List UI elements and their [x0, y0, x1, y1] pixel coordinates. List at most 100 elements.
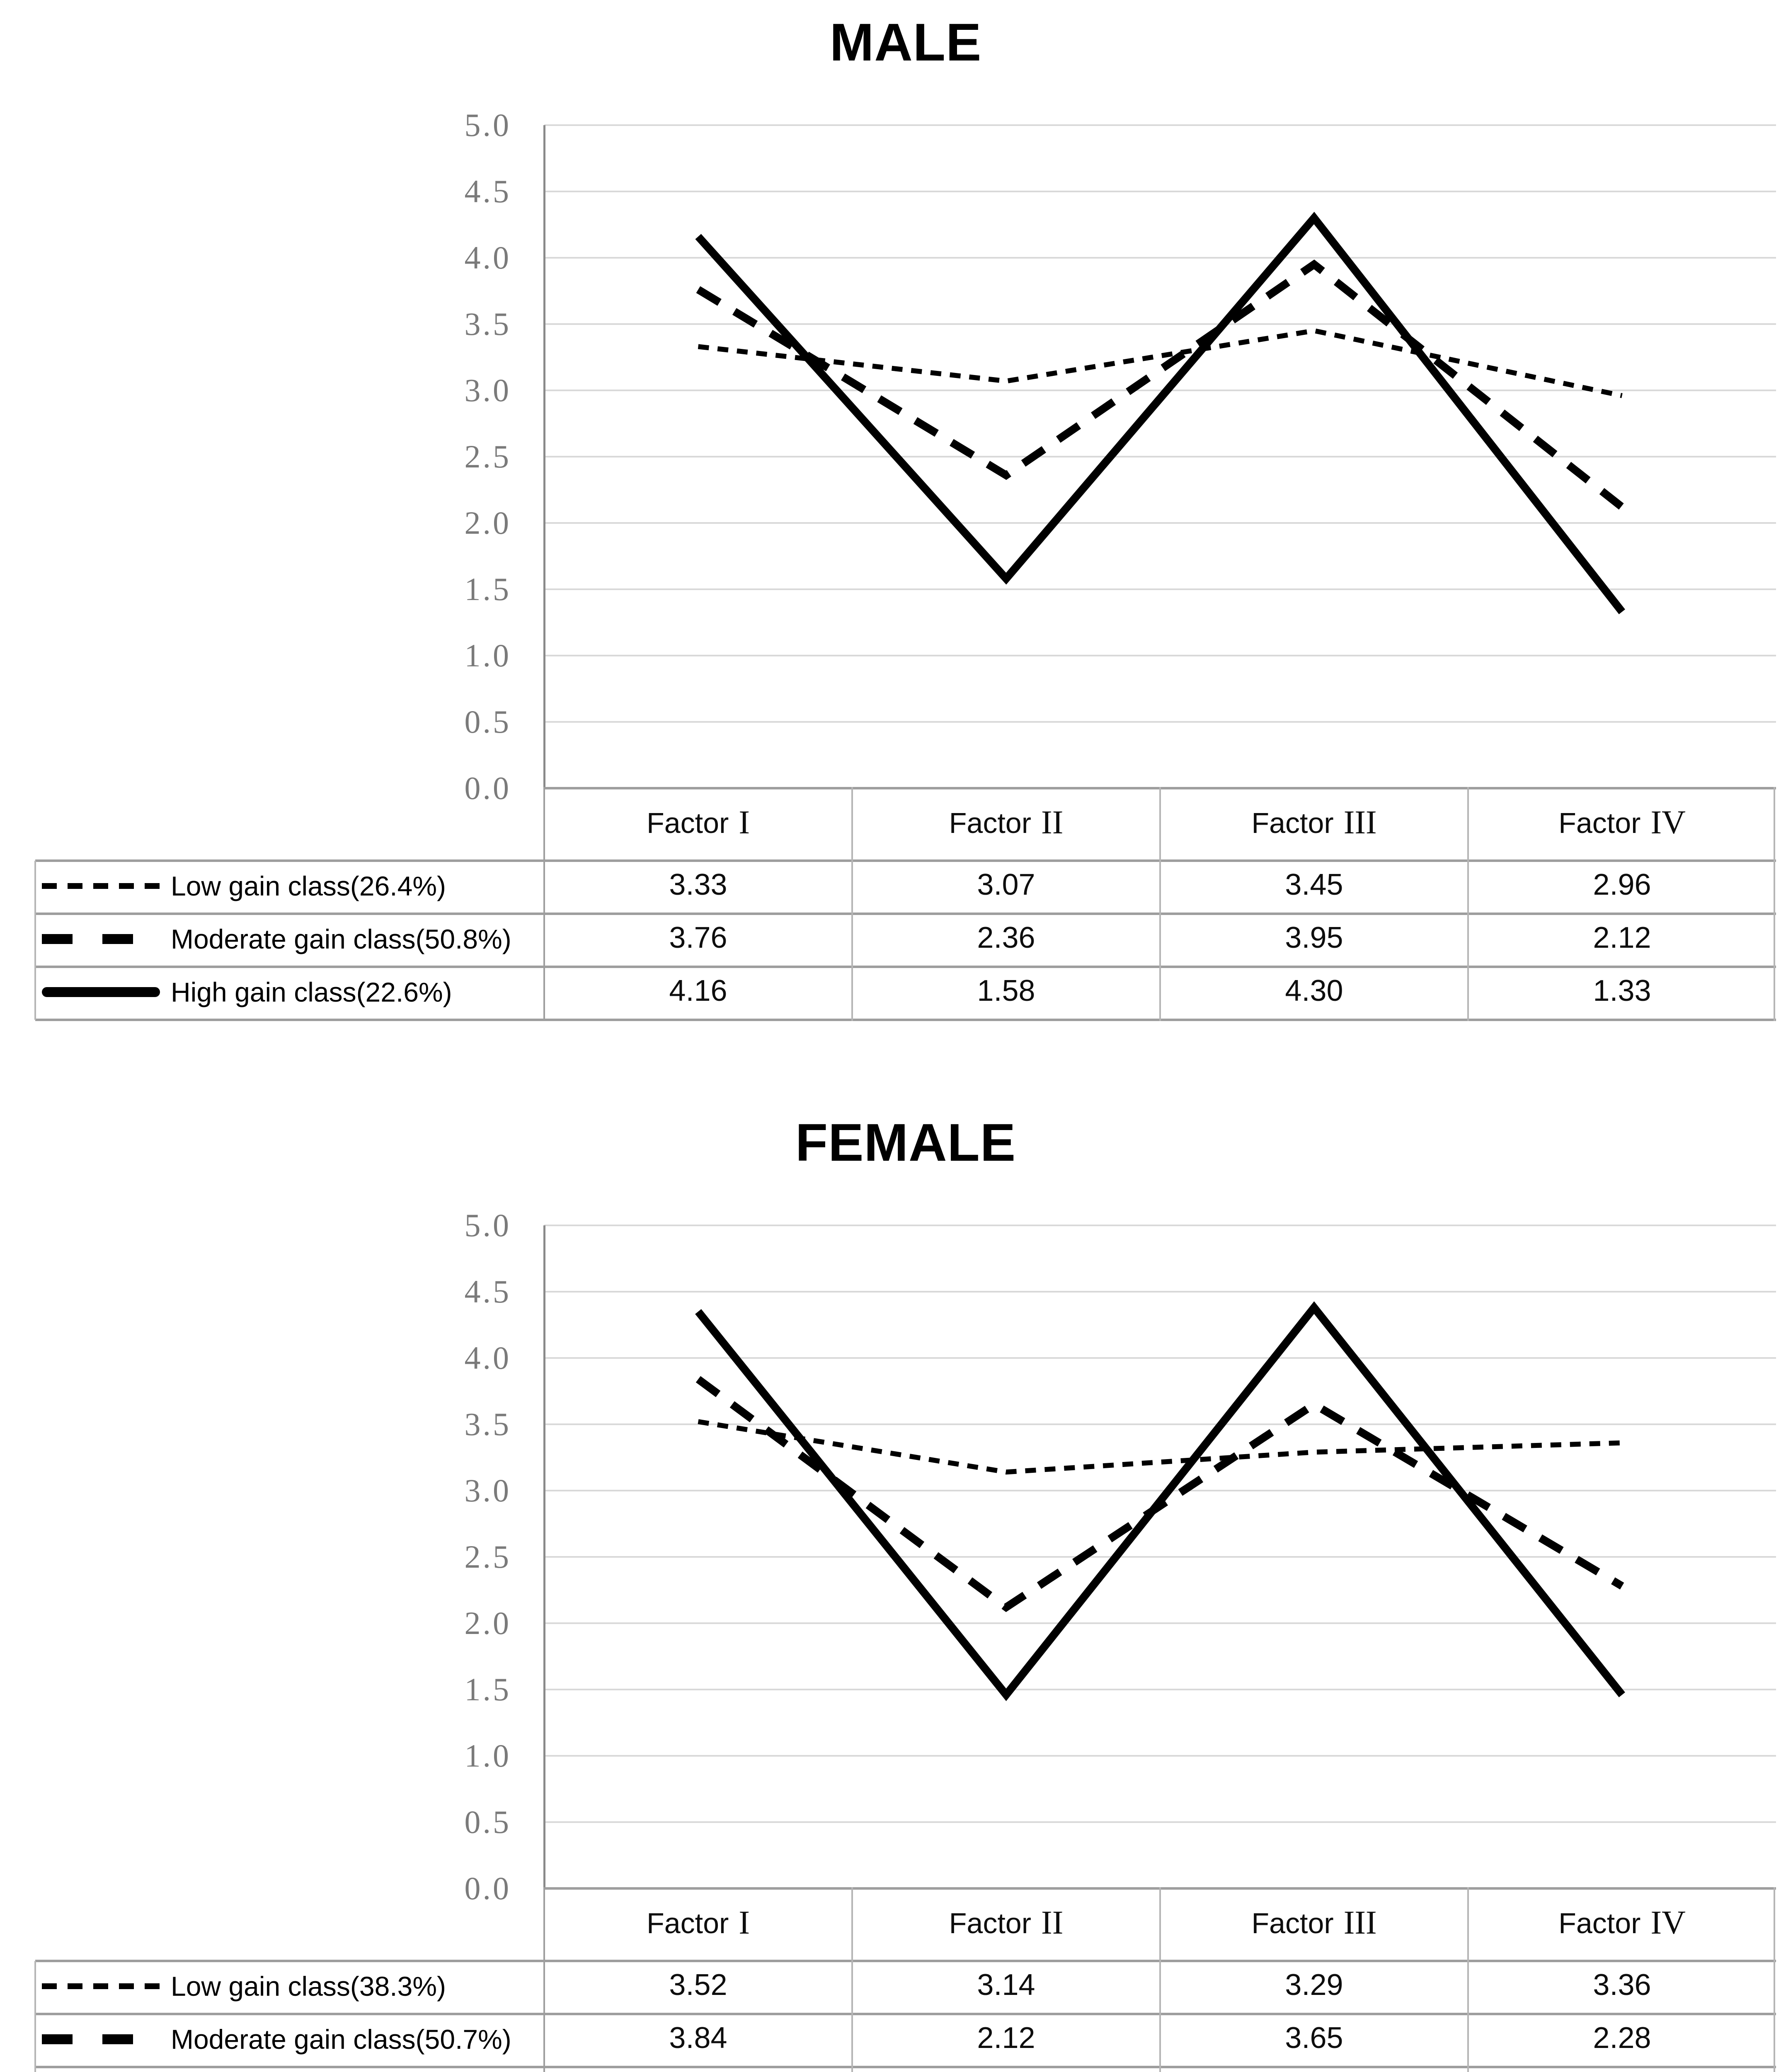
gridline: [544, 257, 1776, 259]
y-axis-label: 1.0: [464, 1738, 511, 1774]
y-axis-label: 2.5: [464, 1539, 511, 1575]
data-table-male: Factor I Factor II Factor III Factor IV Low …: [34, 787, 1776, 1021]
male-chart-section: MALE 5.0 4.5 4.0 3.5 3.0 2.5 2.0 1.5 1.0…: [0, 0, 1781, 1028]
table-rule: [1467, 787, 1469, 1021]
table-cell: 3.33: [669, 868, 727, 901]
y-axis-label: 3.0: [464, 372, 511, 408]
table-rule: [1159, 1887, 1161, 2072]
gridline: [544, 721, 1776, 723]
legend-row-low-gain: Low gain class(38.3%): [35, 1961, 544, 2014]
column-header-factor4: Factor IV: [1558, 1905, 1686, 1941]
gridline: [544, 1755, 1776, 1757]
dashed-line-key-icon: [42, 934, 160, 944]
dotted-line-key-icon: [42, 883, 160, 889]
legend-row-moderate-gain: Moderate gain class(50.7%): [35, 2014, 544, 2067]
data-table-grid: Factor I Factor II Factor III Factor IV Low …: [35, 788, 1776, 1020]
line-moderate-gain: [696, 259, 1625, 511]
table-rule: [851, 787, 853, 1021]
table-rule: [35, 1960, 1776, 1962]
gridline: [544, 1490, 1776, 1491]
gridline: [544, 1622, 1776, 1624]
dotted-line-key-icon: [42, 1983, 160, 1989]
y-axis-label: 3.5: [464, 1406, 511, 1442]
data-table-female: Factor I Factor II Factor III Factor IV Low …: [34, 1887, 1776, 2072]
female-chart-section: FEMALE 5.0 4.5 4.0 3.5 3.0 2.5 2.0 1.5 1…: [0, 1100, 1781, 2072]
gridline: [544, 1225, 1776, 1226]
chart-lines-male: [695, 211, 1625, 615]
gridline: [544, 588, 1776, 590]
gridline: [544, 124, 1776, 126]
line-high-gain: [695, 211, 1625, 615]
column-header-factor2: Factor II: [949, 1905, 1064, 1941]
table-rule: [1774, 1887, 1775, 2072]
table-rule: [1774, 787, 1775, 1021]
table-rule: [34, 1961, 36, 2072]
table-rule: [35, 2066, 1776, 2068]
table-rule: [35, 913, 1776, 915]
table-rule: [35, 859, 1776, 862]
y-axis-label: 2.5: [464, 438, 511, 474]
column-header-factor3: Factor III: [1251, 804, 1377, 841]
gridline: [544, 390, 1776, 391]
y-axis-label: 4.0: [464, 240, 511, 276]
y-axis-label: 1.5: [464, 1671, 511, 1707]
chart-lines-female: [695, 1301, 1625, 1702]
y-axis-label: 2.0: [464, 1605, 511, 1641]
table-rule: [35, 966, 1776, 968]
gridline: [544, 1357, 1776, 1359]
line-low-gain: [698, 328, 1623, 398]
legend-label: High gain class(22.6%): [171, 977, 452, 1007]
y-axis-line: [543, 125, 545, 788]
y-axis-label: 3.0: [464, 1472, 511, 1508]
line-high-gain: [695, 1301, 1625, 1702]
table-cell: 1.33: [1593, 974, 1651, 1007]
y-axis-label: 0.5: [464, 1804, 511, 1840]
y-axis-label: 1.0: [464, 637, 511, 673]
gridline: [544, 1821, 1776, 1823]
legend-row-low-gain: Low gain class(26.4%): [35, 861, 544, 914]
column-header-factor3: Factor III: [1251, 1905, 1377, 1941]
gridline: [544, 522, 1776, 524]
y-axis-label: 5.0: [464, 1207, 511, 1243]
table-cell: 2.96: [1593, 868, 1651, 901]
y-axis-label: 0.5: [464, 704, 511, 740]
line-low-gain: [698, 1419, 1622, 1475]
gridline: [544, 1423, 1776, 1425]
table-cell: 3.52: [669, 1968, 727, 2002]
plot-area-female: 5.0 4.5 4.0 3.5 3.0 2.5 2.0 1.5 1.0 0.5 …: [465, 1207, 1776, 1906]
table-corner-spacer: [35, 788, 544, 861]
chart-title-male: MALE: [829, 13, 982, 72]
gridline: [544, 456, 1776, 457]
column-header-factor1: Factor I: [646, 1905, 750, 1941]
gridline: [544, 191, 1776, 192]
table-cell: 3.65: [1285, 2021, 1343, 2055]
data-table-grid: Factor I Factor II Factor III Factor IV Low …: [35, 1888, 1776, 2072]
table-rule: [1159, 787, 1161, 1021]
dashed-line-key-icon: [42, 2034, 160, 2044]
table-rule: [543, 787, 545, 1021]
y-axis-label: 4.5: [464, 173, 511, 209]
chart-title-female: FEMALE: [795, 1113, 1016, 1172]
legend-label: Moderate gain class(50.7%): [171, 2024, 511, 2055]
legend-row-moderate-gain: Moderate gain class(50.8%): [35, 914, 544, 967]
table-cell: 2.12: [977, 2021, 1035, 2055]
table-cell: 3.45: [1285, 868, 1343, 901]
table-rule: [35, 2013, 1776, 2015]
table-cell: 3.36: [1593, 1968, 1651, 2002]
y-axis-label: 4.0: [464, 1340, 511, 1376]
gridline: [544, 1291, 1776, 1293]
table-rule: [1467, 1887, 1469, 2072]
y-axis-label: 0.0: [464, 770, 511, 806]
column-header-factor4: Factor IV: [1558, 804, 1686, 841]
table-cell: 3.76: [669, 921, 727, 954]
column-header-factor1: Factor I: [646, 804, 750, 841]
plot-area-male: 5.0 4.5 4.0 3.5 3.0 2.5 2.0 1.5 1.0 0.5 …: [465, 107, 1776, 806]
table-cell: 1.58: [977, 974, 1035, 1007]
table-cell: 3.95: [1285, 921, 1343, 954]
y-axis-label: 5.0: [464, 107, 511, 143]
legend-label: Moderate gain class(50.8%): [171, 924, 511, 954]
table-cell: 2.28: [1593, 2021, 1651, 2055]
table-rule: [34, 861, 36, 1020]
gridline: [544, 1556, 1776, 1558]
